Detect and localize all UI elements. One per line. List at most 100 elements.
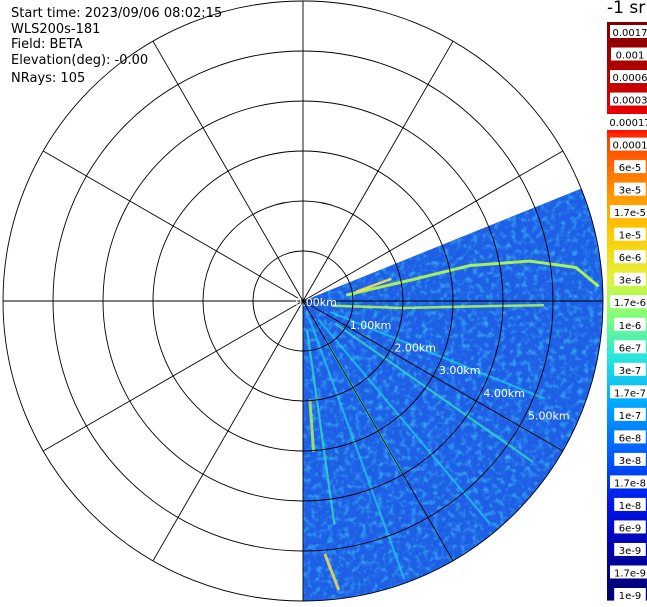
colorbar-segment (607, 513, 647, 519)
colorbar-segment (607, 84, 647, 91)
colorbar-segment (607, 243, 647, 249)
azimuth-spoke (302, 150, 564, 302)
colorbar-label-box (610, 385, 647, 399)
colorbar-label-box (614, 588, 646, 601)
colorbar-tick-label: 3e-6 (619, 276, 642, 287)
field-text: Field: BETA (11, 37, 83, 52)
azimuth-spoke (152, 300, 304, 562)
colorbar-segment (607, 489, 647, 495)
elevation-text: Elevation(deg): -0.00 (11, 53, 149, 68)
colorbar-segment (607, 561, 647, 567)
azimuth-spoke (302, 300, 564, 452)
colorbar-label-box (614, 182, 646, 196)
range-label: 3.00km (439, 364, 481, 377)
colorbar-label-box (610, 565, 647, 579)
colorbar-segment (607, 156, 647, 163)
colorbar-segment (607, 580, 647, 587)
colorbar-segment (607, 65, 647, 71)
colorbar-tick-label: 0.0001 (613, 141, 647, 152)
colorbar-segment (607, 238, 647, 245)
start-time-text: Start time: 2023/09/06 08:02:15 (11, 6, 223, 21)
azimuth-spoke (302, 40, 454, 302)
colorbar-segment (607, 330, 647, 336)
azimuth-spokes (3, 1, 603, 601)
azimuth-spoke (42, 150, 304, 302)
colorbar-segment (607, 127, 647, 134)
feature-radial-streak (329, 311, 546, 400)
feature-radial-streak (323, 553, 340, 591)
feature-radial-streak (317, 319, 491, 525)
colorbar-label-box (614, 497, 646, 511)
range-label: 4.00km (483, 387, 525, 400)
colorbar-segment (607, 311, 647, 317)
colorbar-segment (607, 176, 647, 182)
colorbar-segment (607, 445, 647, 452)
colorbar-segment (607, 89, 647, 95)
azimuth-spoke (302, 300, 454, 562)
colorbar-label-box (614, 430, 646, 444)
colorbar-segment (607, 532, 647, 538)
range-label: 1.00km (350, 319, 392, 332)
nrays-text: NRays: 105 (11, 71, 86, 86)
colorbar-segment (607, 286, 647, 293)
colorbar-tick-label: 1e-8 (619, 501, 642, 512)
feature-radial-streak (308, 399, 315, 453)
colorbar-tick-label: 6e-8 (619, 433, 642, 444)
colorbar-segment (607, 508, 647, 514)
colorbar-segment (607, 152, 647, 158)
colorbar-label-box (614, 340, 646, 354)
colorbar-tick-label: 1.7e-6 (614, 298, 646, 309)
colorbar-segment (607, 36, 647, 42)
colorbar-tick-label: 1.7e-8 (614, 478, 646, 489)
range-label: 2.00km (394, 342, 436, 355)
colorbar-segment (607, 219, 647, 225)
feature-curved-streak (355, 277, 392, 293)
colorbar-segment (607, 373, 647, 380)
colorbar-tick-label: 0.0003 (613, 96, 647, 107)
colorbar-segment (607, 402, 647, 408)
colorbar-segment (607, 262, 647, 269)
colorbar-tick-label: 0.001 (616, 51, 645, 62)
azimuth-spoke (42, 300, 304, 452)
colorbar-tick-label: 1e-9 (619, 591, 642, 602)
feature-radial-streak (334, 322, 534, 463)
colorbar-segment (607, 494, 647, 500)
colorbar-tick-label: 6e-7 (619, 343, 642, 354)
colorbar-label-box (610, 115, 647, 129)
colorbar-segment (607, 60, 647, 66)
colorbar-title: -1 sr (607, 0, 646, 18)
colorbar-label-box (614, 542, 646, 556)
colorbar-label-box (614, 407, 646, 421)
colorbar-tick-label: 6e-9 (619, 523, 642, 534)
colorbar-label-box (614, 452, 646, 466)
colorbar-tick-label: 3e-7 (619, 366, 642, 377)
colorbar-segment (607, 469, 647, 476)
feature-radial-streak (306, 329, 336, 525)
colorbar-label-box (614, 317, 646, 331)
colorbar-label-box (610, 295, 647, 309)
colorbar-segment (607, 41, 647, 47)
colorbar-label-box (610, 137, 647, 151)
colorbar-label-box (610, 475, 647, 489)
colorbar-segment (607, 291, 647, 298)
colorbar-label-box (614, 520, 646, 534)
colorbar-label-box (610, 70, 647, 84)
colorbar-segment (607, 171, 647, 177)
azimuth-spoke (152, 40, 304, 302)
colorbar-label-box (610, 205, 647, 219)
colorbar-segment (607, 378, 647, 384)
colorbar-tick-label: 3e-9 (619, 546, 642, 557)
colorbar-segment (607, 465, 647, 471)
colorbar-tick-label: 6e-5 (619, 163, 642, 174)
colorbar-tick-label: 6e-6 (619, 253, 642, 264)
colorbar-segment (607, 441, 647, 447)
colorbar-tick-label: 1.7e-9 (614, 568, 646, 579)
colorbar-segment (607, 421, 647, 428)
colorbar-segment (607, 426, 647, 433)
colorbar-segment (607, 267, 647, 274)
colorbar-segment (607, 354, 647, 360)
colorbar-label-box (614, 250, 646, 264)
colorbar-segment (607, 397, 647, 404)
